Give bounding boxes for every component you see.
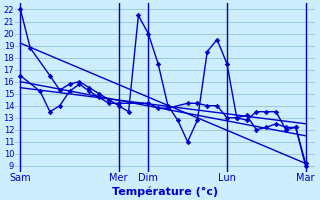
- X-axis label: Température (°c): Température (°c): [112, 186, 219, 197]
